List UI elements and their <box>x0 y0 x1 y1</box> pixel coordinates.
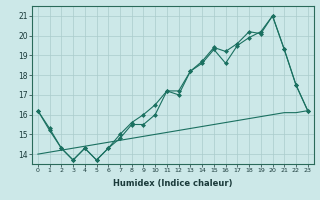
X-axis label: Humidex (Indice chaleur): Humidex (Indice chaleur) <box>113 179 233 188</box>
